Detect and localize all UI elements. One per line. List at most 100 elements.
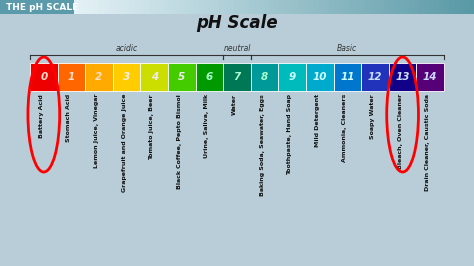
Bar: [274, 0, 279, 14]
Text: Urine, Saliva, Milk: Urine, Saliva, Milk: [204, 94, 210, 158]
Bar: [134, 0, 139, 14]
Text: Lemon Juice, Vinegar: Lemon Juice, Vinegar: [94, 94, 99, 168]
Bar: [251, 63, 278, 91]
Bar: [99, 0, 104, 14]
Text: Bleach, Oven Cleaner: Bleach, Oven Cleaner: [398, 94, 402, 169]
Text: 10: 10: [312, 72, 327, 82]
Bar: [304, 0, 309, 14]
Bar: [369, 0, 374, 14]
Bar: [58, 63, 85, 91]
Bar: [334, 0, 339, 14]
Text: 5: 5: [178, 72, 185, 82]
Bar: [344, 0, 349, 14]
Bar: [299, 0, 304, 14]
Text: Basic: Basic: [337, 44, 357, 53]
Text: 3: 3: [123, 72, 130, 82]
Bar: [30, 63, 58, 91]
Text: 6: 6: [206, 72, 213, 82]
Bar: [199, 0, 204, 14]
Bar: [459, 0, 464, 14]
Text: Battery Acid: Battery Acid: [39, 94, 44, 138]
Bar: [219, 0, 224, 14]
Bar: [139, 0, 144, 14]
Bar: [204, 0, 209, 14]
Text: 9: 9: [289, 72, 296, 82]
Text: Ammonia, Cleaners: Ammonia, Cleaners: [342, 94, 347, 162]
Bar: [309, 0, 314, 14]
Bar: [339, 0, 344, 14]
Bar: [399, 0, 404, 14]
Text: Grapefruit and Orange Juice: Grapefruit and Orange Juice: [122, 94, 127, 193]
Bar: [278, 63, 306, 91]
Text: 8: 8: [261, 72, 268, 82]
Bar: [109, 0, 114, 14]
Bar: [361, 63, 389, 91]
Bar: [94, 0, 99, 14]
Bar: [113, 63, 140, 91]
Text: Mild Detergent: Mild Detergent: [315, 94, 320, 147]
Text: 14: 14: [423, 72, 438, 82]
Bar: [239, 0, 244, 14]
Text: 2: 2: [95, 72, 103, 82]
Text: 7: 7: [233, 72, 241, 82]
Bar: [379, 0, 384, 14]
Bar: [294, 0, 299, 14]
Bar: [334, 63, 361, 91]
Text: 4: 4: [151, 72, 158, 82]
Bar: [424, 0, 429, 14]
Bar: [169, 0, 174, 14]
Bar: [184, 0, 189, 14]
Bar: [224, 0, 229, 14]
Bar: [419, 0, 424, 14]
Bar: [144, 0, 149, 14]
Text: Toothpaste, Hand Soap: Toothpaste, Hand Soap: [287, 94, 292, 175]
Bar: [349, 0, 354, 14]
Text: Soapy Water: Soapy Water: [370, 94, 375, 139]
Text: Black Coffee, Pepto Bismol: Black Coffee, Pepto Bismol: [177, 94, 182, 189]
Bar: [354, 0, 359, 14]
Bar: [234, 0, 239, 14]
Bar: [0, 0, 474, 14]
Bar: [404, 0, 409, 14]
Text: THE pH SCALE: THE pH SCALE: [6, 2, 78, 11]
Text: 1: 1: [68, 72, 75, 82]
Text: 13: 13: [395, 72, 410, 82]
Bar: [189, 0, 194, 14]
Bar: [104, 0, 109, 14]
Bar: [229, 0, 234, 14]
Bar: [264, 0, 269, 14]
Bar: [374, 0, 379, 14]
Bar: [454, 0, 459, 14]
Bar: [114, 0, 119, 14]
Bar: [269, 0, 274, 14]
Bar: [324, 0, 329, 14]
Bar: [429, 0, 434, 14]
Bar: [439, 0, 444, 14]
Text: 12: 12: [368, 72, 382, 82]
Bar: [168, 63, 196, 91]
Text: Baking Soda, Seawater, Eggs: Baking Soda, Seawater, Eggs: [260, 94, 264, 196]
Bar: [449, 0, 454, 14]
Bar: [214, 0, 219, 14]
Bar: [254, 0, 259, 14]
Bar: [384, 0, 389, 14]
Bar: [314, 0, 319, 14]
Bar: [129, 0, 134, 14]
Text: neutral: neutral: [223, 44, 251, 53]
Bar: [329, 0, 334, 14]
Text: Stomach Acid: Stomach Acid: [66, 94, 72, 142]
Bar: [196, 63, 223, 91]
Bar: [249, 0, 254, 14]
Bar: [209, 0, 214, 14]
Bar: [179, 0, 184, 14]
Bar: [140, 63, 168, 91]
Bar: [164, 0, 169, 14]
Bar: [319, 0, 324, 14]
Text: pH Scale: pH Scale: [196, 14, 278, 32]
Bar: [289, 0, 294, 14]
Bar: [223, 63, 251, 91]
Bar: [364, 0, 369, 14]
Bar: [119, 0, 124, 14]
Bar: [85, 63, 113, 91]
Bar: [259, 0, 264, 14]
